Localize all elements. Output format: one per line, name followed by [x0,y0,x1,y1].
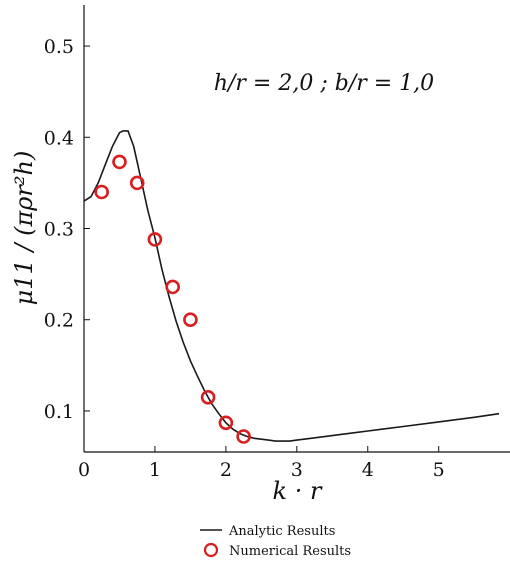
legend-circle-swatch [203,542,219,558]
x-tick-label: 2 [220,459,232,481]
y-tick-label: 0.1 [44,401,74,423]
ticks: 0 1 2 3 4 5 0.1 0.2 0.3 0.4 0.5 [44,36,445,481]
analytic-series-line [83,130,500,442]
x-tick-label: 1 [149,459,161,481]
x-tick-label: 3 [291,459,303,481]
legend-label-numerical: Numerical Results [229,544,351,559]
legend: Analytic Results Numerical Results [200,524,351,559]
x-axis-title: k · r [273,477,323,505]
x-tick-label: 5 [433,459,445,481]
y-tick-label: 0.3 [44,219,74,241]
numerical-point [200,389,216,405]
numerical-point [218,415,234,431]
y-tick-label: 0.2 [44,310,74,332]
plot-area [83,130,500,444]
x-tick-label: 4 [362,459,374,481]
y-axis-title: μ11 / (πρr²h) [10,151,38,306]
chart-annotation: h/r = 2,0 ; b/r = 1,0 [214,71,434,96]
numerical-point [129,175,145,191]
numerical-point [147,232,163,247]
x-tick-label: 0 [78,459,90,481]
legend-label-analytic: Analytic Results [228,524,335,539]
numerical-point [94,184,109,200]
numerical-point [165,279,180,295]
y-tick-label: 0.4 [44,127,74,149]
numerical-point [236,429,251,444]
y-tick-label: 0.5 [44,36,74,58]
numerical-point [183,312,198,328]
numerical-point [112,154,127,170]
